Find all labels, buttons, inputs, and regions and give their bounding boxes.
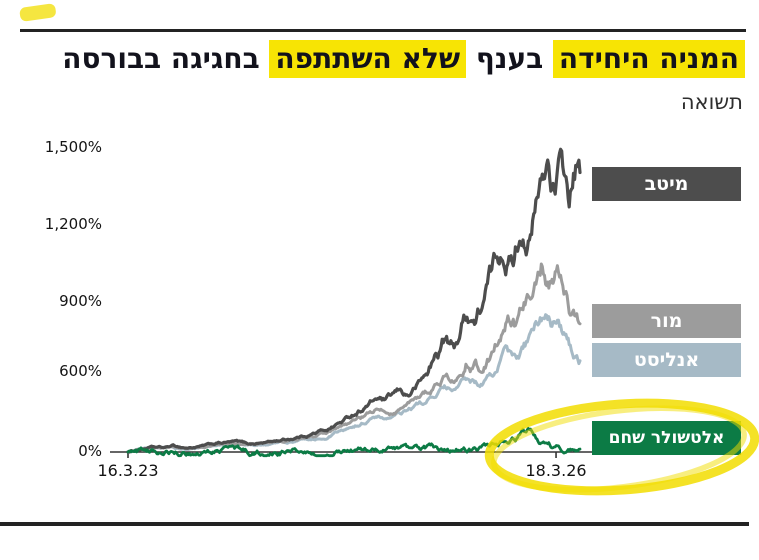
x-tick-label-end: 18.3.26 (525, 461, 587, 480)
title-segment-0: המניה היחידה (552, 40, 745, 78)
legend-item-meitav: מיטב (592, 167, 741, 201)
y-tick-label-1500: 1,500% (44, 138, 102, 156)
bottom-divider (0, 522, 749, 526)
y-tick-label-1200: 1,200% (44, 215, 102, 233)
legend-item-mor: מור (592, 304, 741, 338)
series-line-analyst (126, 313, 582, 454)
title-segment-2: שלא השתתפה (269, 40, 467, 78)
y-axis-title: תשואה (680, 90, 743, 114)
y-tick-label-600: 600% (59, 362, 102, 380)
series-line-mor (126, 262, 582, 454)
x-tick-label-start: 16.3.23 (97, 461, 159, 480)
legend-item-altshuler: אלטשולר שחם (592, 421, 741, 455)
series-line-meitav (126, 147, 582, 454)
y-tick-label-900: 900% (59, 292, 102, 310)
y-tick-label-0: 0% (78, 442, 102, 460)
title-segment-3: בחגיגה בבורסה (62, 42, 260, 75)
legend-item-analyst: אנליסט (592, 343, 741, 377)
chart-title: המניה היחידה בענף שלא השתתפה בחגיגה בבור… (5, 40, 745, 78)
title-segment-1: בענף (475, 42, 544, 75)
top-divider (20, 29, 746, 32)
